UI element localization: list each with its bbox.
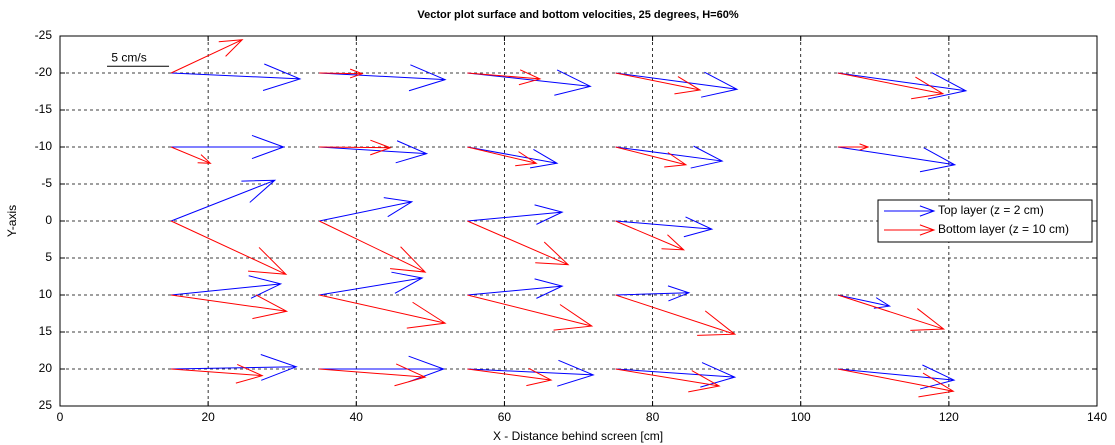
legend: Top layer (z = 2 cm) Bottom layer (z = 10… [877, 199, 1093, 243]
arrow [171, 354, 298, 381]
arrow [319, 64, 447, 92]
arrow [171, 294, 289, 320]
arrow [615, 71, 739, 98]
x-tick-label: 40 [350, 410, 364, 424]
arrow [467, 359, 595, 387]
arrow [170, 179, 277, 222]
arrow [615, 216, 714, 238]
y-tick-label: 15 [39, 324, 53, 338]
arrow [837, 146, 957, 173]
x-tick-label: 20 [201, 410, 215, 424]
arrow [837, 368, 955, 398]
arrow [319, 139, 392, 156]
x-tick-label: 140 [1087, 410, 1107, 424]
arrow [319, 68, 364, 79]
arrow [319, 197, 414, 222]
arrow [171, 275, 283, 299]
y-tick-label: -5 [41, 176, 52, 190]
arrow [319, 271, 424, 296]
arrow [615, 72, 702, 95]
arrow [467, 367, 553, 387]
x-axis-label: X - Distance behind screen [cm] [493, 429, 663, 443]
arrow [467, 294, 594, 331]
y-tick-label: -20 [35, 65, 53, 79]
x-tick-label: 60 [498, 410, 512, 424]
arrow [319, 363, 427, 387]
arrow [837, 143, 870, 151]
legend-label: Top layer (z = 2 cm) [938, 203, 1044, 217]
arrow [467, 146, 559, 169]
arrow [837, 72, 945, 100]
arrow [319, 220, 427, 273]
y-tick-label: -15 [35, 102, 53, 116]
arrow [615, 220, 686, 251]
arrow [171, 63, 302, 91]
axes-box [59, 35, 1098, 407]
arrow [837, 364, 956, 390]
x-tick-label: 80 [646, 410, 660, 424]
arrow [467, 220, 570, 266]
arrow [467, 146, 538, 167]
arrow [467, 204, 564, 225]
arrow [837, 72, 968, 100]
arrow [171, 134, 286, 160]
legend-label: Bottom layer (z = 10 cm) [938, 222, 1069, 236]
arrow [170, 39, 244, 74]
x-tick-label: 120 [939, 410, 959, 424]
arrow [467, 278, 564, 299]
y-tick-label: -25 [35, 28, 53, 42]
annotation: 5 cm/s [111, 50, 146, 64]
y-axis-label: Y-axis [5, 205, 19, 237]
arrow [837, 294, 892, 309]
arrow [615, 285, 691, 302]
y-tick-label: 0 [45, 213, 52, 227]
x-tick-label: 100 [791, 410, 811, 424]
x-tick-label: 0 [57, 410, 64, 424]
arrow [467, 69, 542, 86]
arrow [615, 368, 721, 393]
arrow [319, 294, 447, 329]
arrow [171, 363, 264, 384]
arrow [170, 220, 288, 275]
arrow [170, 146, 212, 164]
arrow [615, 294, 737, 336]
y-tick-label: 20 [39, 361, 53, 375]
y-tick-label: -10 [35, 139, 53, 153]
arrow [615, 145, 724, 169]
arrow [467, 69, 592, 96]
arrow [319, 140, 429, 164]
arrow [319, 355, 446, 383]
chart-title: Vector plot surface and bottom velocitie… [417, 9, 738, 21]
arrow [615, 146, 688, 168]
y-tick-label: 5 [45, 250, 52, 264]
legend-symbol [884, 224, 936, 236]
y-tick-label: 10 [39, 287, 53, 301]
y-tick-label: 25 [39, 398, 53, 412]
arrow [837, 294, 946, 331]
legend-symbol [884, 205, 936, 217]
legend-box [877, 199, 1093, 243]
arrow [615, 362, 737, 388]
